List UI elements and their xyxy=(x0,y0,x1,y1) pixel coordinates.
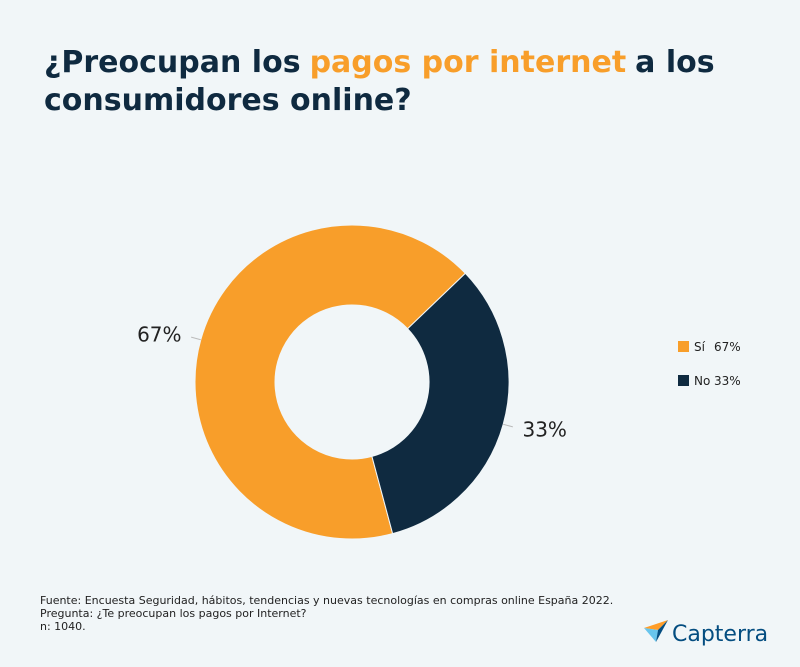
logo-shape xyxy=(644,620,668,630)
chart-title: consumidores online? xyxy=(44,83,412,118)
leader-line xyxy=(503,423,513,428)
data-label: 67% xyxy=(137,322,181,346)
legend-label: No xyxy=(694,374,710,388)
title-part: ¿Preocupan los xyxy=(44,45,301,80)
footnote: Fuente: Encuesta Seguridad, hábitos, ten… xyxy=(40,594,613,607)
legend-label: Sí xyxy=(694,340,706,354)
title-part: pagos por internet xyxy=(310,45,627,80)
leader-line xyxy=(191,336,201,341)
title-part: consumidores online? xyxy=(44,83,412,118)
legend-swatch xyxy=(678,341,689,352)
legend-swatch xyxy=(678,375,689,386)
data-label: 33% xyxy=(522,418,566,442)
donut-slice xyxy=(194,224,467,540)
logo-shape xyxy=(644,628,658,642)
donut-slice xyxy=(371,272,510,535)
legend-value: 67% xyxy=(714,340,741,354)
footnote: n: 1040. xyxy=(40,620,86,633)
footnote: Pregunta: ¿Te preocupan los pagos por In… xyxy=(40,607,307,620)
brand-name: Capterra xyxy=(672,622,768,647)
logo-shape xyxy=(656,620,668,642)
chart-title: ¿Preocupan los pagos por internet a los xyxy=(44,45,715,80)
title-part: a los xyxy=(635,45,714,80)
legend-value: 33% xyxy=(714,374,741,388)
brand-logo: Capterra xyxy=(644,620,768,647)
